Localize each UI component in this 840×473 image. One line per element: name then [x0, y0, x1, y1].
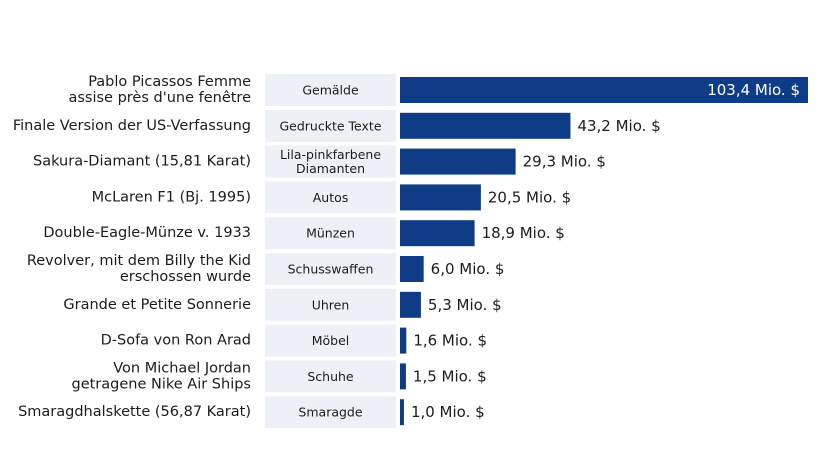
item-label: Smaragdhalskette (56,87 Karat): [18, 404, 251, 420]
item-label: Grande et Petite Sonnerie: [63, 297, 251, 313]
bar: [400, 291, 421, 318]
value-label: 1,5 Mio. $: [413, 367, 487, 385]
bar: [400, 327, 407, 354]
category-box: [265, 217, 396, 250]
chart-row: D-Sofa von Ron Arad Möbel 1,6 Mio. $: [101, 324, 487, 357]
bar: [400, 77, 808, 103]
category-box: [265, 145, 396, 178]
value-label: 20,5 Mio. $: [488, 188, 571, 206]
bar: [400, 184, 481, 211]
bar: [400, 363, 406, 390]
category-label: Autos: [313, 190, 349, 205]
category-label: Gedruckte Texte: [279, 118, 381, 133]
chart-row: McLaren F1 (Bj. 1995) Autos 20,5 Mio. $: [92, 181, 571, 214]
item-label: getragene Nike Air Ships: [72, 376, 252, 392]
category-label: Schuhe: [307, 369, 354, 384]
item-label: McLaren F1 (Bj. 1995): [92, 189, 251, 205]
bar: [400, 148, 516, 175]
category-box: [265, 324, 396, 357]
category-label: Smaragde: [298, 405, 362, 420]
bar: [400, 256, 424, 282]
category-box: [265, 360, 396, 393]
item-label: erschossen wurde: [120, 269, 251, 285]
category-label: Lila-pinkfarbene: [280, 147, 381, 162]
category-label: Schusswaffen: [288, 262, 374, 277]
value-label: 103,4 Mio. $: [707, 81, 800, 99]
item-label: Revolver, mit dem Billy the Kid: [27, 253, 251, 269]
value-label: 6,0 Mio. $: [431, 260, 505, 278]
item-label: Finale Version der US-Verfassung: [13, 118, 251, 134]
item-label: Sakura-Diamant (15,81 Karat): [33, 154, 251, 170]
item-label: Double-Eagle-Münze v. 1933: [43, 225, 251, 241]
item-label: Von Michael Jordan: [113, 360, 251, 376]
bar: [400, 220, 475, 247]
value-label: 43,2 Mio. $: [577, 117, 660, 135]
category-box: [265, 253, 396, 285]
category-box: [265, 288, 396, 321]
chart-row: Smaragdhalskette (56,87 Karat) Smaragde 1,…: [18, 396, 485, 429]
item-label: Pablo Picassos Femme: [88, 74, 251, 90]
category-label: Gemälde: [302, 83, 359, 98]
category-label: Münzen: [306, 226, 355, 241]
category-box: [265, 109, 396, 142]
category-label: Uhren: [312, 297, 350, 312]
category-box: [265, 396, 396, 429]
chart-row: Grande et Petite Sonnerie Uhren 5,3 Mio. $: [63, 288, 502, 321]
chart-row: Revolver, mit dem Billy the Kiderschosse…: [27, 253, 505, 285]
chart-row: Finale Version der US-Verfassung Gedruckt…: [13, 109, 661, 142]
bar: [400, 399, 404, 426]
value-label: 5,3 Mio. $: [428, 296, 502, 314]
bar: [400, 112, 571, 139]
item-label: assise près d'une fenêtre: [68, 90, 251, 106]
category-box: [265, 74, 396, 106]
item-label: D-Sofa von Ron Arad: [101, 333, 251, 349]
chart-row: Double-Eagle-Münze v. 1933 Münzen 18,9 Mio…: [43, 217, 565, 250]
value-label: 29,3 Mio. $: [523, 153, 606, 171]
category-box: [265, 181, 396, 214]
category-label: Diamanten: [296, 161, 365, 176]
value-label: 1,0 Mio. $: [411, 403, 485, 421]
category-label: Möbel: [312, 333, 350, 348]
value-label: 1,6 Mio. $: [413, 332, 487, 350]
chart-row: Sakura-Diamant (15,81 Karat) Lila-pinkfar…: [33, 145, 606, 178]
value-label: 18,9 Mio. $: [482, 224, 565, 242]
